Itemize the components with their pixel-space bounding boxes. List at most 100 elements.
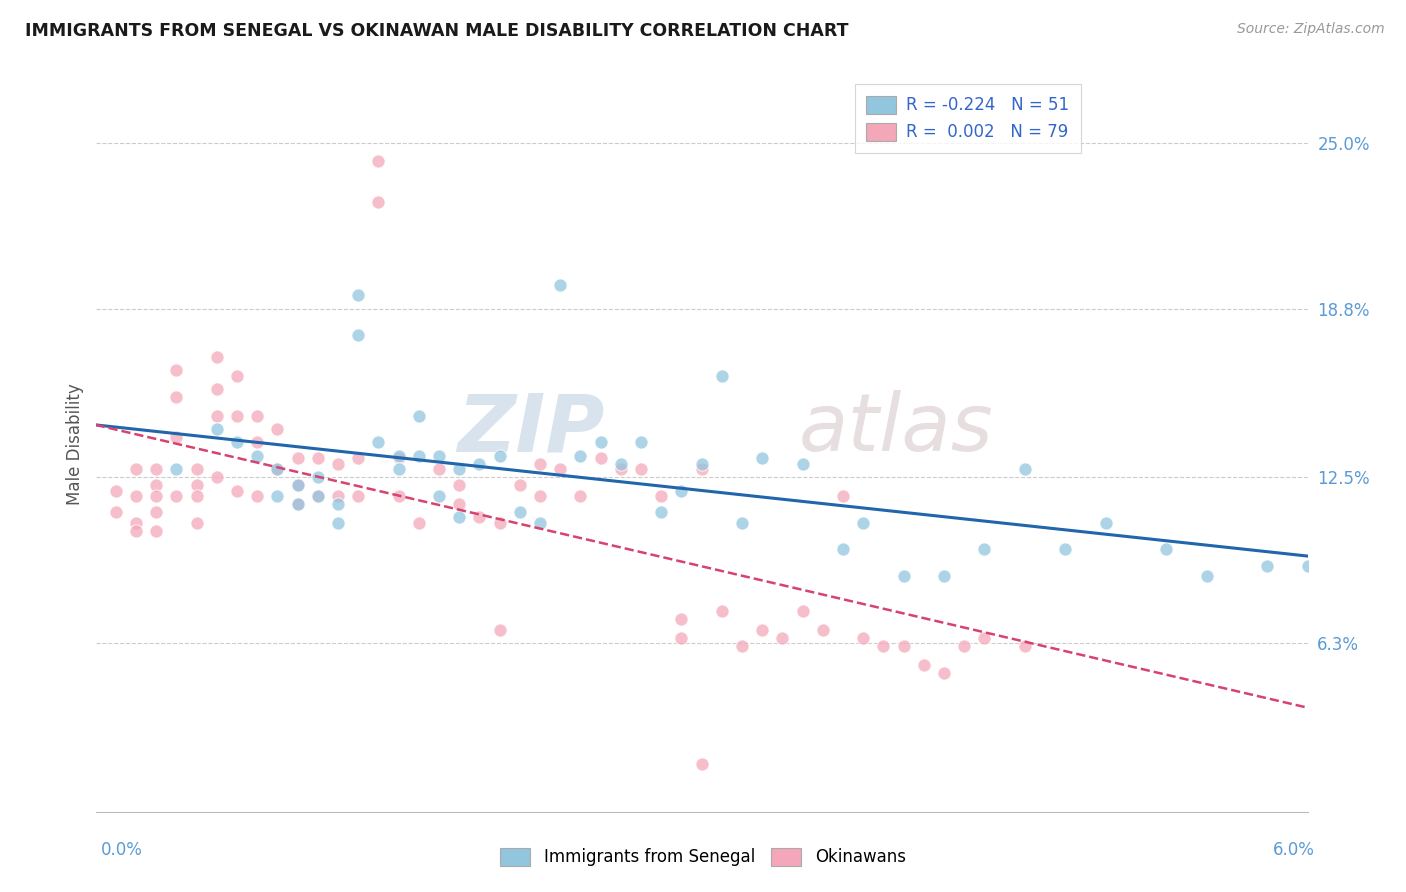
- Point: [770, 631, 793, 645]
- Point: [449, 462, 471, 476]
- Point: [186, 516, 208, 530]
- Point: [205, 409, 228, 423]
- Point: [650, 505, 672, 519]
- Point: [205, 350, 228, 364]
- Point: [226, 368, 249, 383]
- Point: [751, 623, 773, 637]
- Point: [449, 510, 471, 524]
- Point: [287, 478, 309, 492]
- Point: [287, 451, 309, 466]
- Point: [408, 516, 430, 530]
- Point: [852, 516, 875, 530]
- Point: [226, 435, 249, 450]
- Point: [125, 462, 148, 476]
- Point: [347, 288, 370, 302]
- Point: [468, 510, 491, 524]
- Point: [427, 489, 450, 503]
- Point: [548, 462, 571, 476]
- Point: [973, 542, 995, 557]
- Point: [792, 457, 814, 471]
- Point: [671, 631, 693, 645]
- Point: [104, 483, 127, 498]
- Point: [610, 457, 633, 471]
- Point: [186, 478, 208, 492]
- Point: [367, 435, 389, 450]
- Point: [307, 470, 329, 484]
- Point: [388, 451, 411, 466]
- Point: [1094, 516, 1116, 530]
- Point: [671, 483, 693, 498]
- Point: [671, 612, 693, 626]
- Point: [246, 435, 269, 450]
- Point: [468, 457, 491, 471]
- Point: [186, 462, 208, 476]
- Point: [832, 542, 855, 557]
- Text: IMMIGRANTS FROM SENEGAL VS OKINAWAN MALE DISABILITY CORRELATION CHART: IMMIGRANTS FROM SENEGAL VS OKINAWAN MALE…: [25, 22, 849, 40]
- Point: [186, 489, 208, 503]
- Point: [932, 569, 955, 583]
- Point: [650, 489, 672, 503]
- Point: [408, 409, 430, 423]
- Text: 0.0%: 0.0%: [101, 840, 143, 858]
- Point: [246, 449, 269, 463]
- Text: 6.0%: 6.0%: [1272, 840, 1315, 858]
- Point: [792, 604, 814, 618]
- Text: ZIP: ZIP: [457, 390, 605, 468]
- Point: [1054, 542, 1077, 557]
- Text: Source: ZipAtlas.com: Source: ZipAtlas.com: [1237, 22, 1385, 37]
- Point: [932, 665, 955, 680]
- Point: [266, 462, 288, 476]
- Point: [832, 489, 855, 503]
- Point: [690, 756, 713, 771]
- Point: [569, 449, 592, 463]
- Point: [509, 505, 531, 519]
- Point: [1014, 639, 1036, 653]
- Point: [326, 516, 349, 530]
- Point: [165, 363, 187, 377]
- Point: [145, 505, 167, 519]
- Point: [529, 516, 551, 530]
- Point: [266, 489, 288, 503]
- Point: [589, 451, 612, 466]
- Point: [449, 497, 471, 511]
- Point: [205, 470, 228, 484]
- Point: [125, 516, 148, 530]
- Point: [347, 328, 370, 343]
- Point: [690, 457, 713, 471]
- Point: [710, 604, 733, 618]
- Point: [226, 409, 249, 423]
- Point: [852, 631, 875, 645]
- Point: [1195, 569, 1218, 583]
- Point: [509, 478, 531, 492]
- Point: [1014, 462, 1036, 476]
- Point: [326, 497, 349, 511]
- Legend: Immigrants from Senegal, Okinawans: Immigrants from Senegal, Okinawans: [494, 841, 912, 873]
- Point: [690, 462, 713, 476]
- Point: [427, 449, 450, 463]
- Point: [872, 639, 894, 653]
- Point: [104, 505, 127, 519]
- Point: [347, 451, 370, 466]
- Point: [731, 639, 754, 653]
- Point: [266, 462, 288, 476]
- Point: [307, 451, 329, 466]
- Point: [165, 430, 187, 444]
- Point: [488, 516, 510, 530]
- Point: [307, 489, 329, 503]
- Point: [610, 462, 633, 476]
- Point: [1256, 558, 1278, 573]
- Point: [973, 631, 995, 645]
- Point: [893, 639, 915, 653]
- Point: [1296, 558, 1319, 573]
- Point: [751, 451, 773, 466]
- Point: [226, 483, 249, 498]
- Point: [630, 435, 652, 450]
- Point: [548, 277, 571, 292]
- Point: [246, 489, 269, 503]
- Point: [449, 478, 471, 492]
- Point: [388, 449, 411, 463]
- Point: [205, 382, 228, 396]
- Point: [953, 639, 976, 653]
- Point: [287, 497, 309, 511]
- Point: [488, 449, 510, 463]
